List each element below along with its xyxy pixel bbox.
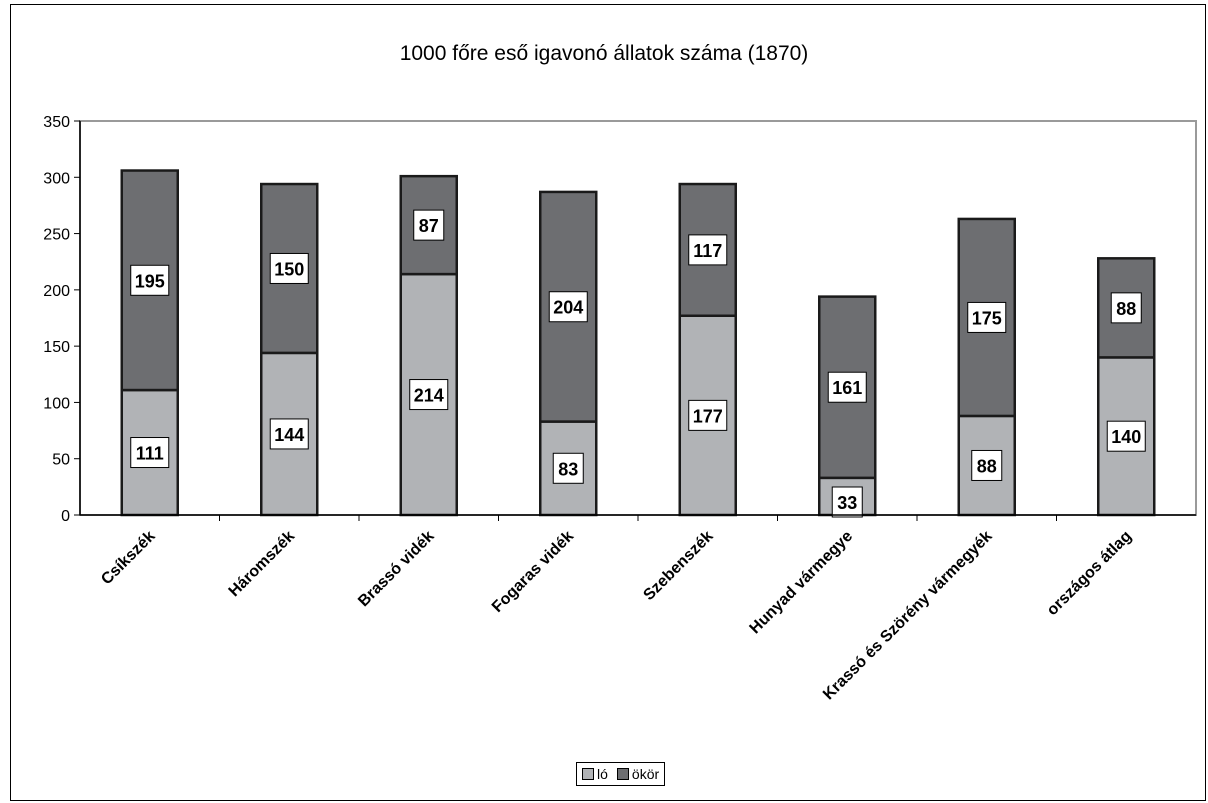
legend: ló ökör: [576, 762, 666, 786]
data-label-box-1-6: [967, 301, 1007, 333]
data-label-box-0-5: [831, 486, 863, 518]
data-label-lo-7: 140: [1111, 427, 1141, 447]
data-label-okor-7: 88: [1116, 299, 1136, 319]
data-label-lo-4: 177: [693, 406, 723, 426]
chart-svg: 0 50 100 150 200 250 300 350 111 195 Csíkszék 144 15…: [43, 114, 1197, 704]
x-category-label-7: országos átlag: [1044, 528, 1135, 619]
data-label-lo-1: 144: [274, 425, 304, 445]
x-category-label-6: Krassó és Szörény vármegyék: [820, 528, 996, 704]
y-tick-label-300: 300: [43, 170, 70, 187]
data-label-box-0-1: [269, 418, 309, 450]
x-category-label-4: Szebenszék: [640, 528, 716, 604]
data-label-okor-2: 87: [419, 216, 439, 236]
data-label-okor-4: 117: [693, 241, 722, 261]
data-label-box-0-7: [1106, 420, 1146, 452]
data-label-box-1-7: [1110, 292, 1142, 324]
data-label-box-1-3: [548, 291, 588, 323]
chart-title: 1000 főre eső igavonó állatok száma (187…: [399, 42, 809, 65]
data-label-box-0-6: [971, 449, 1003, 481]
data-label-box-1-4: [688, 234, 728, 266]
data-label-lo-0: 111: [136, 444, 164, 464]
data-label-box-0-3: [552, 452, 584, 484]
data-label-lo-3: 83: [558, 459, 578, 479]
data-label-box-0-0: [130, 437, 170, 469]
data-label-okor-0: 195: [135, 271, 165, 291]
y-tick-label-250: 250: [43, 227, 70, 244]
data-label-box-1-2: [413, 209, 445, 241]
data-label-lo-6: 88: [977, 456, 997, 476]
data-label-box-1-1: [269, 252, 309, 284]
data-label-box-0-2: [409, 379, 449, 411]
data-label-okor-3: 204: [553, 298, 583, 318]
y-tick-label-50: 50: [52, 452, 70, 469]
x-category-label-0: Csíkszék: [98, 528, 159, 589]
data-label-box-1-0: [130, 264, 170, 296]
data-label-okor-1: 150: [274, 259, 304, 279]
data-label-box-0-4: [688, 399, 728, 431]
data-label-lo-5: 33: [837, 493, 857, 513]
x-category-label-1: Háromszék: [226, 528, 298, 600]
x-category-label-3: Fogaras vidék: [489, 528, 577, 616]
x-category-label-5: Hunyad vármegye: [747, 528, 857, 638]
data-label-box-1-5: [827, 371, 867, 403]
y-tick-label-350: 350: [43, 114, 70, 131]
plot-area: [79, 120, 1197, 516]
legend-label-okor: ökör: [631, 766, 660, 782]
legend-swatch-lo: [582, 768, 594, 780]
y-tick-label-0: 0: [61, 508, 70, 525]
legend-label-lo: ló: [597, 766, 608, 782]
data-label-okor-6: 175: [972, 308, 1002, 328]
y-tick-label-100: 100: [43, 395, 70, 412]
data-label-okor-5: 161: [832, 378, 862, 398]
y-tick-label-200: 200: [43, 283, 70, 300]
data-label-lo-2: 214: [414, 386, 444, 406]
legend-swatch-okor: [616, 768, 629, 780]
y-tick-label-150: 150: [43, 339, 70, 356]
x-category-label-2: Brassó vidék: [355, 528, 438, 611]
